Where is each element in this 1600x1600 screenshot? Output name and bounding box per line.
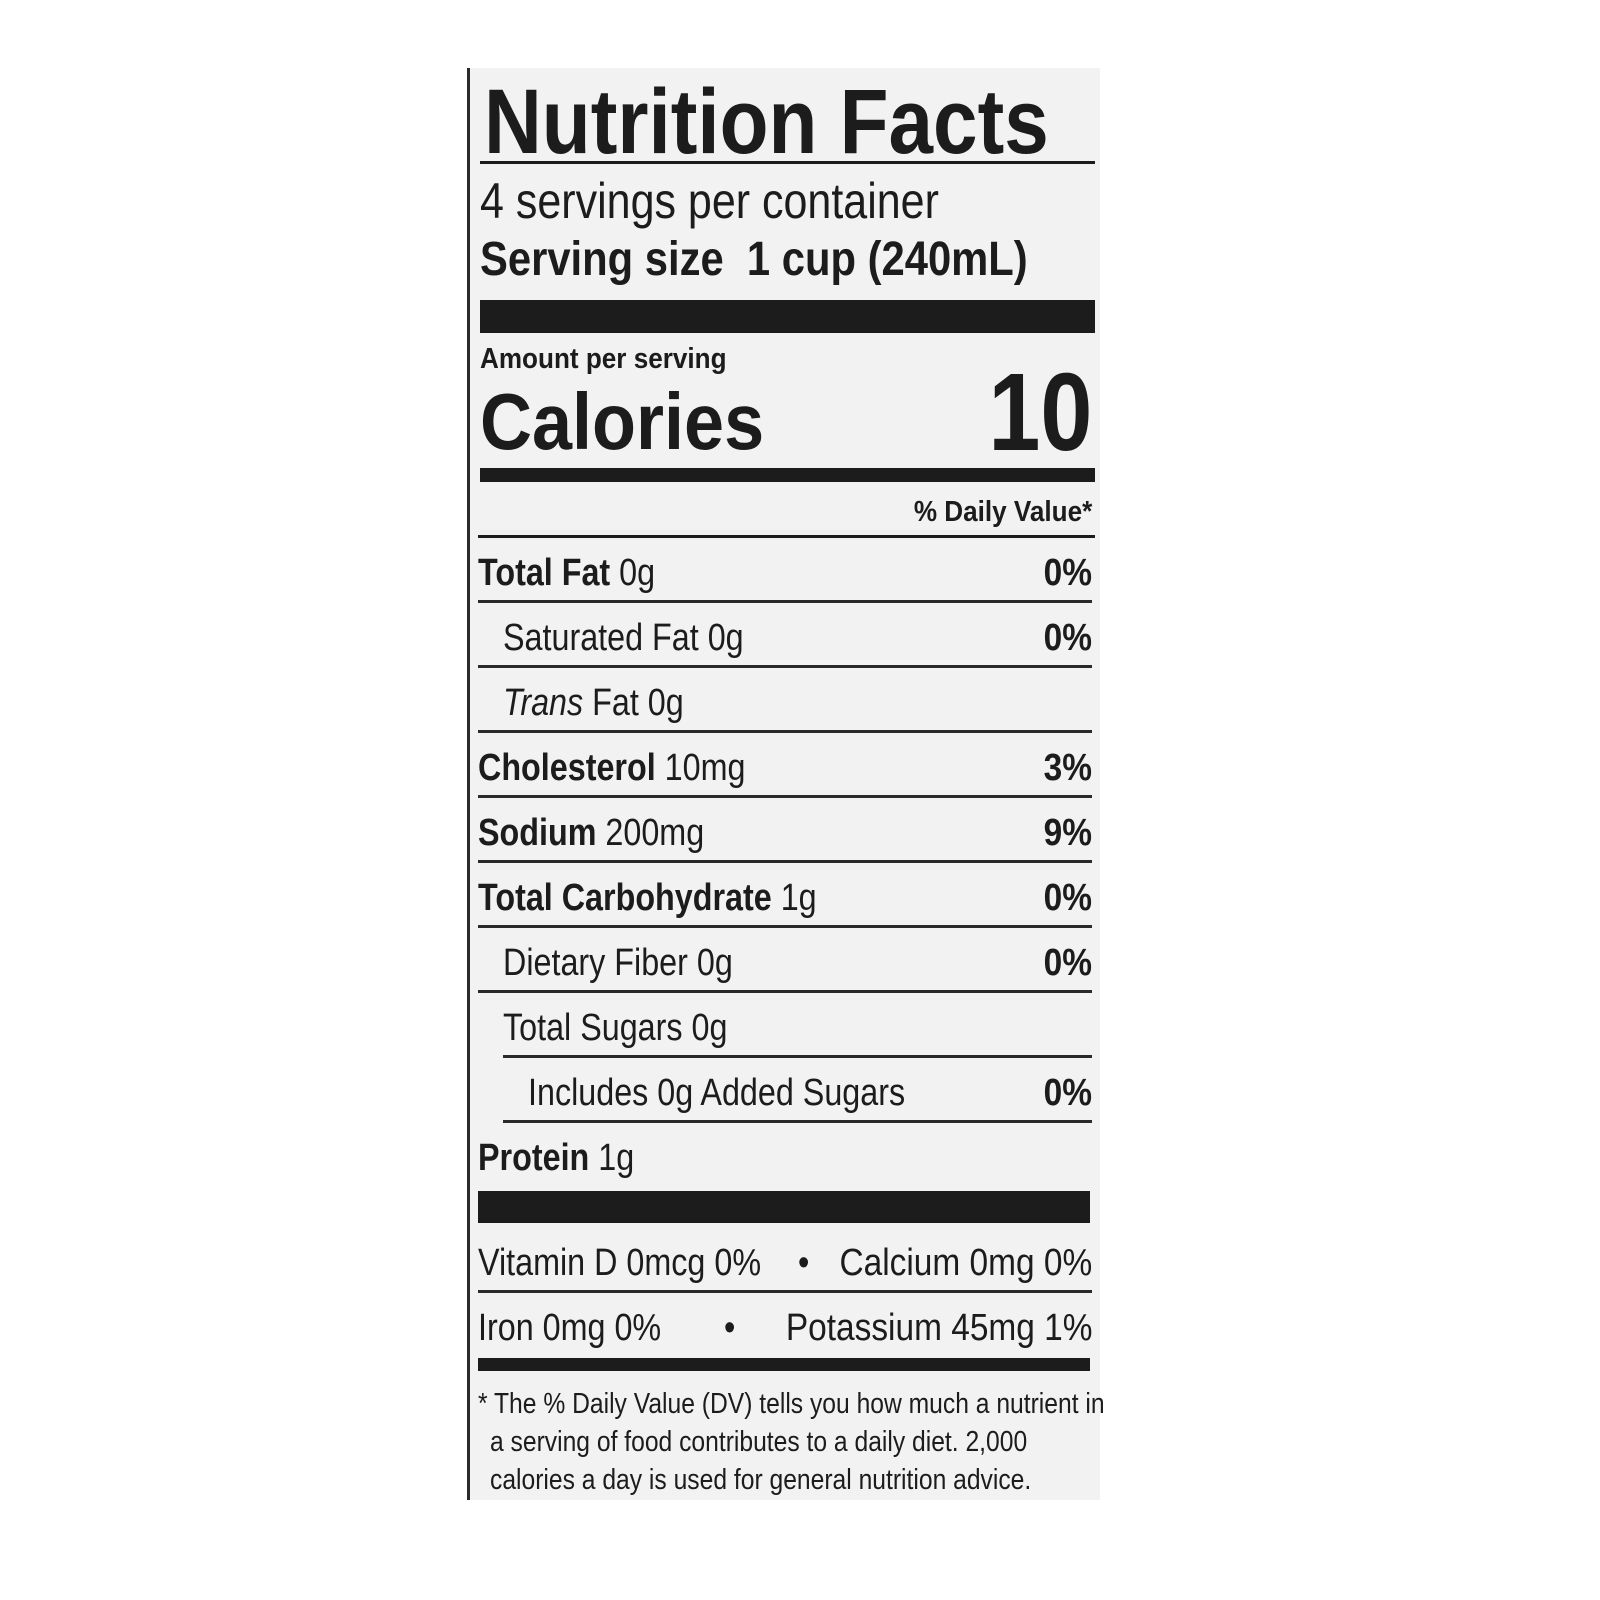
row-divider xyxy=(478,925,1092,928)
nutrient-amount: 1g xyxy=(780,877,817,919)
nutrient-amount: 0g xyxy=(619,552,656,594)
row-divider xyxy=(503,1120,1092,1123)
nutrient-name: Dietary Fiber 0g xyxy=(503,942,733,985)
nutrient-row: Dietary Fiber 0g 0% xyxy=(478,928,1092,993)
nutrient-label: Cholesterol xyxy=(478,747,656,789)
nutrient-amount: 0g xyxy=(647,682,684,724)
nutrient-label: Dietary Fiber xyxy=(503,942,688,984)
nutrition-facts-label: Nutrition Facts 4 servings per container… xyxy=(467,68,1105,1500)
row-divider xyxy=(478,1290,1092,1293)
row-divider xyxy=(478,860,1092,863)
nutrient-row: Total Fat 0g 0% xyxy=(478,538,1092,603)
nutrient-label: Total Carbohydrate xyxy=(478,877,772,919)
row-divider xyxy=(478,730,1092,733)
nutrient-row: Includes 0g Added Sugars 0% xyxy=(478,1058,1092,1123)
row-divider xyxy=(503,1055,1092,1058)
nutrient-label: Saturated Fat xyxy=(503,617,699,659)
row-divider xyxy=(478,990,1092,993)
nutrient-name: Cholesterol 10mg xyxy=(478,747,745,790)
nutrient-name: Trans Fat 0g xyxy=(503,682,684,725)
nutrient-name: Sodium 200mg xyxy=(478,812,704,855)
nutrient-row: Sodium 200mg 9% xyxy=(478,798,1092,863)
micros-row: Vitamin D 0mcg 0% • Calcium 0mg 0% xyxy=(478,1228,1092,1293)
serving-size-value: 1 cup (240mL) xyxy=(746,233,1028,286)
thick-divider-vitamins xyxy=(478,1191,1090,1223)
nutrient-label: Total Fat xyxy=(478,552,611,594)
row-divider xyxy=(478,665,1092,668)
micro-left: Vitamin D 0mcg 0% xyxy=(478,1242,762,1284)
nutrient-row: Saturated Fat 0g 0% xyxy=(478,603,1092,668)
serving-size: Serving size 1 cup (240mL) xyxy=(480,236,1028,284)
nutrient-daily-value: 0% xyxy=(1043,552,1092,594)
row-divider xyxy=(478,795,1092,798)
nutrient-amount: 1g xyxy=(598,1137,635,1179)
nutrient-label-suffix: Fat xyxy=(592,682,639,724)
footnote-divider xyxy=(478,1358,1090,1371)
nutrient-row: Total Carbohydrate 1g 0% xyxy=(478,863,1092,928)
nutrient-daily-value: 0% xyxy=(1043,877,1092,919)
nutrient-label: Trans xyxy=(503,682,584,724)
daily-value-header: % Daily Value* xyxy=(913,496,1092,528)
micro-left: Iron 0mg 0% xyxy=(478,1307,662,1349)
serving-size-label: Serving size xyxy=(480,233,724,286)
nutrient-row: Cholesterol 10mg 3% xyxy=(478,733,1092,798)
dv-divider xyxy=(478,535,1095,538)
nutrient-label: Includes 0g Added Sugars xyxy=(528,1072,906,1114)
micros-row: Iron 0mg 0% • Potassium 45mg 1% xyxy=(478,1293,1092,1358)
footnote-line: calories a day is used for general nutri… xyxy=(490,1464,1032,1496)
title-divider xyxy=(480,161,1095,164)
calories-label: Calories xyxy=(480,377,765,466)
nutrient-label: Sodium xyxy=(478,812,597,854)
nutrient-row: Protein 1g xyxy=(478,1123,1092,1188)
nutrient-daily-value: 0% xyxy=(1043,942,1092,984)
micro-right: Calcium 0mg 0% xyxy=(839,1242,1092,1284)
calories-value: 10 xyxy=(987,351,1092,474)
nutrient-name: Total Fat 0g xyxy=(478,552,655,595)
nutrient-amount: 10mg xyxy=(664,747,746,789)
bullet: • xyxy=(798,1242,810,1284)
medium-divider xyxy=(480,468,1095,482)
amount-per-serving: Amount per serving xyxy=(480,343,727,375)
nutrient-name: Protein 1g xyxy=(478,1137,634,1180)
bullet: • xyxy=(724,1307,736,1349)
nutrient-amount: 200mg xyxy=(605,812,705,854)
row-divider xyxy=(478,600,1092,603)
nutrient-name: Total Sugars 0g xyxy=(503,1007,727,1050)
nutrient-label: Protein xyxy=(478,1137,590,1179)
footnote-line: * The % Daily Value (DV) tells you how m… xyxy=(478,1388,1105,1420)
nutrient-amount: 0g xyxy=(691,1007,728,1049)
nutrient-label: Total Sugars xyxy=(503,1007,683,1049)
nutrient-name: Includes 0g Added Sugars xyxy=(528,1072,905,1115)
nutrient-name: Saturated Fat 0g xyxy=(503,617,744,660)
nutrient-daily-value: 9% xyxy=(1043,812,1092,854)
nutrient-name: Total Carbohydrate 1g xyxy=(478,877,817,920)
nutrient-amount: 0g xyxy=(707,617,744,659)
nutrient-row: Trans Fat 0g xyxy=(478,668,1092,733)
nutrient-amount: 0g xyxy=(696,942,733,984)
footnote-line: a serving of food contributes to a daily… xyxy=(490,1426,1028,1458)
nutrient-row: Total Sugars 0g xyxy=(478,993,1092,1058)
nutrient-daily-value: 0% xyxy=(1043,1072,1092,1114)
micro-right: Potassium 45mg 1% xyxy=(785,1307,1092,1349)
servings-per-container: 4 servings per container xyxy=(480,173,939,229)
thick-divider xyxy=(480,300,1095,333)
nutrient-daily-value: 3% xyxy=(1043,747,1092,789)
label-title: Nutrition Facts xyxy=(484,71,1049,173)
nutrient-daily-value: 0% xyxy=(1043,617,1092,659)
